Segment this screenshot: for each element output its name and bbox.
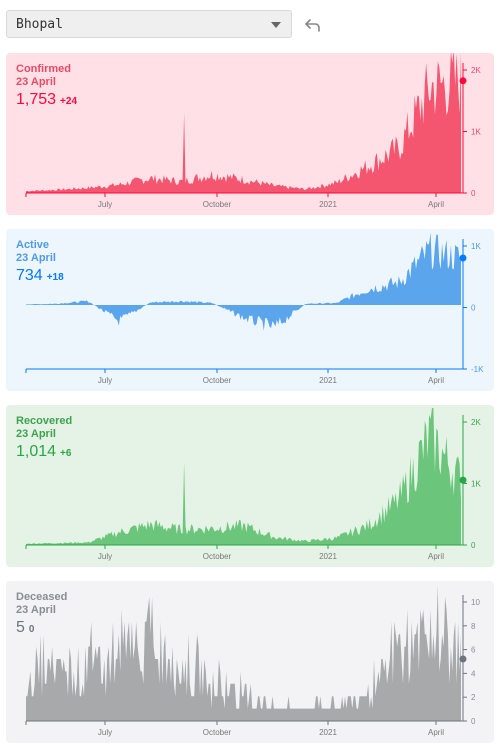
confirmed-chart: July October 2021 April 2K 1K 0 [25,53,481,209]
recovered-current-dot [459,476,467,484]
panel-date: 23 April [16,604,56,616]
x-tick-label: July [98,376,112,385]
panel-count: 1,014 [16,443,57,460]
y-tick-label: 10 [471,598,480,607]
x-tick-label: October [203,376,232,385]
panel-count: 5 [16,619,25,636]
panel-value: 1,753 +24 [16,91,77,109]
y-tick-label: 8 [471,622,476,631]
panel-date: 23 April [16,252,56,264]
x-tick-label: April [428,376,444,385]
active-current-dot [459,254,467,262]
x-tick-label: 2021 [319,728,337,737]
panel-delta: +6 [60,448,72,459]
x-tick-label: October [203,552,232,561]
confirmed-area [26,53,461,193]
y-tick-label: 2K [471,66,481,75]
y-tick-label: 2K [471,418,481,427]
panel-title: Recovered [16,415,73,427]
deceased-panel: July October 2021 April 10 8 6 4 2 0 Deceased 23 … [6,581,494,743]
recovered-panel: July October 2021 April 2K 1K 0 Recovered 23 A… [6,405,494,567]
x-tick-label: April [428,552,444,561]
panel-title: Confirmed [16,63,71,75]
recovered-chart: July October 2021 April 2K 1K 0 [25,407,481,561]
recovered-area [26,407,461,545]
x-tick-label: July [98,200,112,209]
y-tick-label: 2 [471,693,476,702]
undo-icon[interactable] [302,14,324,36]
panel-delta: +18 [46,272,64,283]
y-tick-label: 0 [471,541,476,550]
y-tick-label: 0 [471,304,476,313]
panel-count: 734 [16,267,43,284]
x-tick-label: April [428,728,444,737]
active-chart: July October 2021 April 1K 0 -1K [25,232,484,385]
x-tick-label: October [203,728,232,737]
x-tick-label: July [98,728,112,737]
chevron-down-icon [271,22,281,28]
deceased-area [26,584,461,721]
confirmed-panel: July October 2021 April 2K 1K 0 Confirmed 23 A… [6,53,494,215]
x-tick-label: 2021 [319,552,337,561]
y-tick-label: 0 [471,717,476,726]
top-bar: Bhopal [6,10,496,40]
deceased-current-dot [459,655,467,663]
y-tick-label: 1K [471,480,481,489]
panel-delta: +24 [60,96,78,107]
y-tick-label: -1K [471,365,484,374]
panel-count: 1,753 [16,91,57,108]
panel-date: 23 April [16,76,56,88]
y-tick-label: 0 [471,189,476,198]
panel-value: 1,014 +6 [16,443,71,461]
district-select[interactable]: Bhopal [6,10,292,38]
y-tick-label: 4 [471,669,476,678]
x-tick-label: 2021 [319,376,337,385]
x-tick-label: October [203,200,232,209]
panel-title: Active [16,239,50,251]
y-tick-label: 1K [471,128,481,137]
panel-title: Deceased [16,591,68,603]
x-tick-label: April [428,200,444,209]
active-area [26,232,461,331]
panel-value: 734 +18 [16,267,64,285]
y-tick-label: 6 [471,646,476,655]
x-tick-label: July [98,552,112,561]
panel-delta: 0 [28,624,35,635]
y-tick-label: 1K [471,242,481,251]
confirmed-current-dot [459,77,467,85]
district-select-value: Bhopal [16,17,63,32]
deceased-chart: July October 2021 April 10 8 6 4 2 0 [25,584,480,737]
x-tick-label: 2021 [319,200,337,209]
active-panel: July October 2021 April 1K 0 -1K Active 23 Apr… [6,229,494,391]
panel-date: 23 April [16,428,56,440]
